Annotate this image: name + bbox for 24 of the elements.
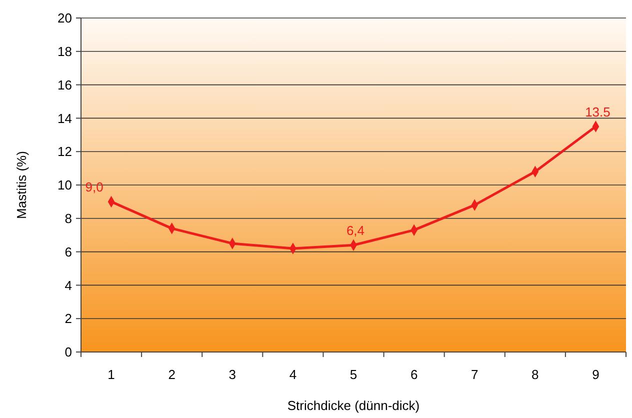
y-tick-label: 4	[64, 278, 72, 293]
x-tick-label: 8	[532, 367, 539, 382]
x-tick-label: 7	[470, 367, 478, 382]
x-tick-label: 2	[168, 367, 176, 382]
x-tick-label: 4	[289, 367, 297, 382]
x-tick-label: 6	[410, 367, 418, 382]
x-tick-label: 5	[350, 367, 358, 382]
data-label: 6,4	[346, 223, 365, 238]
y-tick-label: 12	[58, 144, 72, 160]
y-tick-label: 6	[64, 244, 72, 260]
x-tick-label: 3	[228, 367, 236, 382]
y-tick-label: 18	[58, 44, 72, 59]
y-axis-title: Mastitis (%)	[14, 151, 29, 219]
y-tick-label: 2	[64, 311, 72, 326]
x-axis-title: Strichdicke (dünn-dick)	[287, 398, 420, 413]
y-tick-label: 20	[58, 10, 72, 26]
y-tick-label: 8	[64, 210, 72, 226]
x-tick-label: 1	[108, 367, 115, 382]
y-tick-label: 10	[58, 178, 72, 193]
y-tick-label: 14	[58, 110, 72, 126]
data-label: 13.5	[585, 104, 610, 120]
y-tick-label: 0	[64, 344, 72, 360]
x-tick-label: 9	[592, 367, 600, 382]
y-tick-label: 16	[58, 77, 72, 92]
